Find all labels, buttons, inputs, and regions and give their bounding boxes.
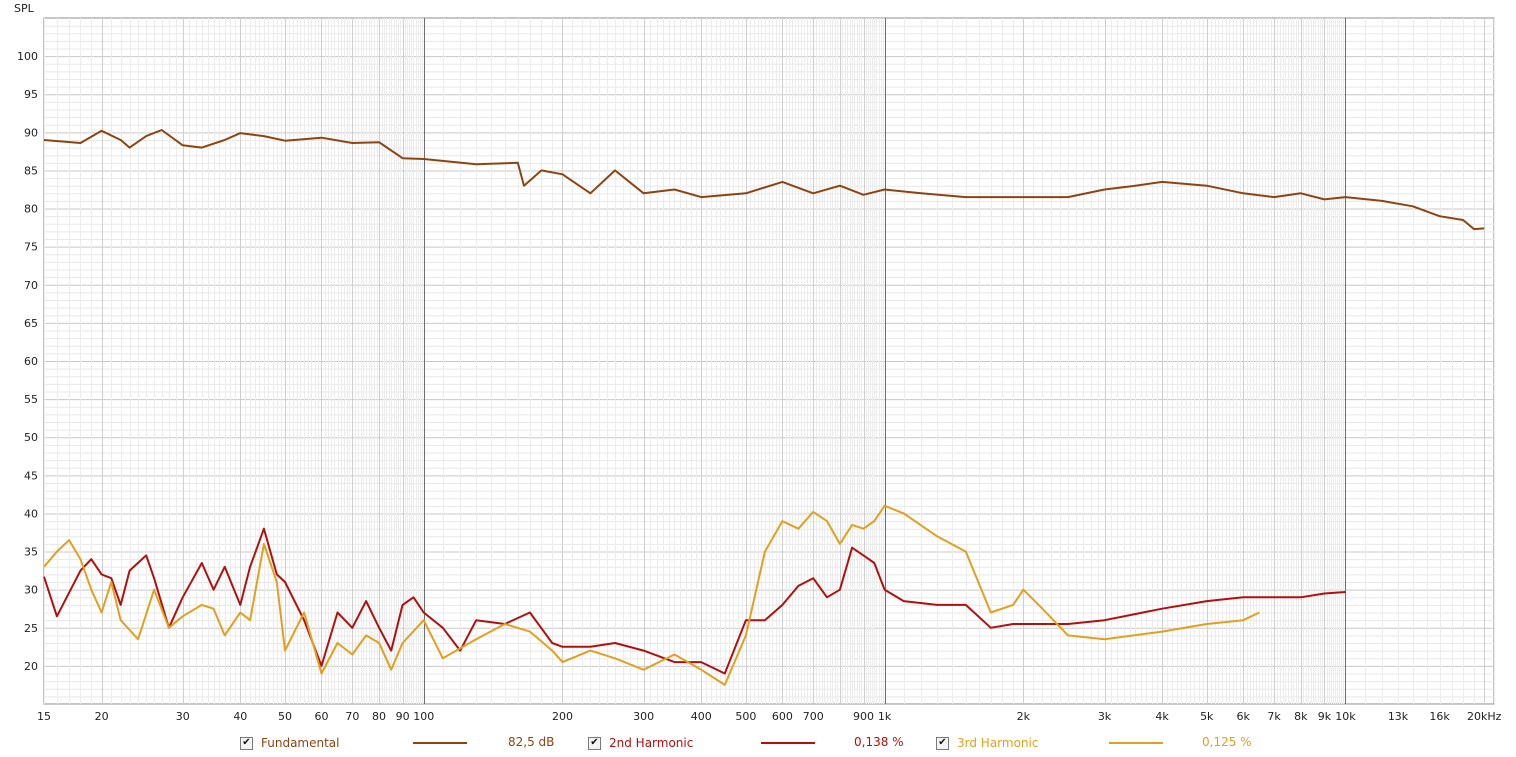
y-tick-label: 100 (17, 50, 38, 63)
x-tick-label: 20kHz (1467, 710, 1502, 723)
legend-value-3rd-harmonic: 0,125 % (1202, 735, 1252, 749)
checkbox-2nd-harmonic[interactable]: ✔ (588, 736, 601, 750)
legend-label-2nd-harmonic: 2nd Harmonic (609, 736, 694, 750)
legend-item-3rd-harmonic[interactable]: ✔ 3rd Harmonic (936, 733, 1038, 753)
legend-label-3rd-harmonic: 3rd Harmonic (957, 736, 1039, 750)
x-tick-label: 1k (878, 710, 892, 723)
x-tick-label: 3k (1098, 710, 1112, 723)
y-tick-label: 80 (24, 203, 38, 216)
series-line-2 (43, 527, 1346, 675)
legend-line-fundamental (413, 742, 467, 744)
y-tick-label: 35 (24, 546, 38, 559)
legend-item-2nd-harmonic[interactable]: ✔ 2nd Harmonic (588, 733, 693, 753)
x-tick-label: 8k (1294, 710, 1308, 723)
y-axis-label: SPL (14, 2, 35, 15)
x-tick-label: 9k (1318, 710, 1332, 723)
x-tick-label: 200 (552, 710, 573, 723)
legend-line-3rd-harmonic (1109, 742, 1163, 744)
x-tick-label: 400 (691, 710, 712, 723)
y-tick-label: 55 (24, 393, 38, 406)
x-tick-label: 5k (1200, 710, 1214, 723)
legend-value-fundamental: 82,5 dB (508, 735, 555, 749)
checkbox-fundamental[interactable]: ✔ (240, 736, 253, 750)
y-tick-label: 70 (24, 279, 38, 292)
x-tick-label: 15 (37, 710, 51, 723)
x-tick-label: 70 (345, 710, 359, 723)
grid (43, 17, 1495, 705)
x-tick-label: 4k (1155, 710, 1169, 723)
series-line-3 (43, 504, 1260, 686)
x-tick-label: 500 (735, 710, 756, 723)
x-tick-label: 30 (176, 710, 190, 723)
y-tick-label: 75 (24, 241, 38, 254)
legend: ✔ Fundamental 82,5 dB ✔ 2nd Harmonic 0,1… (0, 733, 1516, 753)
x-tick-label: 13k (1388, 710, 1409, 723)
x-tick-label: 90 (396, 710, 410, 723)
tick-labels: 20 25 30 35 40 45 50 55 60 65 70 75 80 85 90 95 100 15 20 3… (17, 50, 1502, 723)
x-tick-label: 40 (233, 710, 247, 723)
y-tick-label: 85 (24, 164, 38, 177)
checkbox-3rd-harmonic[interactable]: ✔ (936, 736, 949, 750)
legend-value-2nd-harmonic: 0,138 % (854, 735, 904, 749)
y-tick-label: 25 (24, 622, 38, 635)
y-tick-label: 45 (24, 469, 38, 482)
legend-label-fundamental: Fundamental (261, 736, 340, 750)
y-tick-label: 65 (24, 317, 38, 330)
y-tick-label: 50 (24, 431, 38, 444)
legend-line-2nd-harmonic (761, 742, 815, 744)
y-tick-label: 95 (24, 88, 38, 101)
y-tick-label: 30 (24, 584, 38, 597)
x-tick-label: 50 (278, 710, 292, 723)
y-tick-label: 60 (24, 355, 38, 368)
x-tick-label: 60 (314, 710, 328, 723)
x-tick-label: 700 (803, 710, 824, 723)
x-tick-label: 7k (1267, 710, 1281, 723)
x-tick-label: 20 (95, 710, 109, 723)
x-tick-label: 16k (1429, 710, 1450, 723)
y-tick-label: 40 (24, 507, 38, 520)
series-line-1 (43, 129, 1485, 231)
x-tick-label: 10k (1335, 710, 1356, 723)
legend-item-fundamental[interactable]: ✔ Fundamental (240, 733, 340, 753)
x-tick-label: 300 (633, 710, 654, 723)
x-tick-label: 900 (853, 710, 874, 723)
x-tick-label: 100 (413, 710, 434, 723)
y-tick-label: 90 (24, 126, 38, 139)
y-tick-label: 20 (24, 660, 38, 673)
x-tick-label: 80 (372, 710, 386, 723)
x-tick-label: 600 (772, 710, 793, 723)
series-layer (43, 129, 1485, 686)
x-tick-label: 6k (1237, 710, 1251, 723)
x-tick-label: 2k (1017, 710, 1031, 723)
